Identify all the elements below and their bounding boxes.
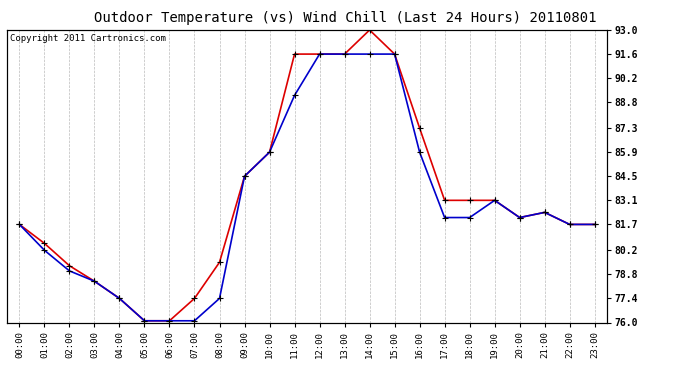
Text: Outdoor Temperature (vs) Wind Chill (Last 24 Hours) 20110801: Outdoor Temperature (vs) Wind Chill (Las… xyxy=(94,11,596,25)
Text: Copyright 2011 Cartronics.com: Copyright 2011 Cartronics.com xyxy=(10,34,166,44)
